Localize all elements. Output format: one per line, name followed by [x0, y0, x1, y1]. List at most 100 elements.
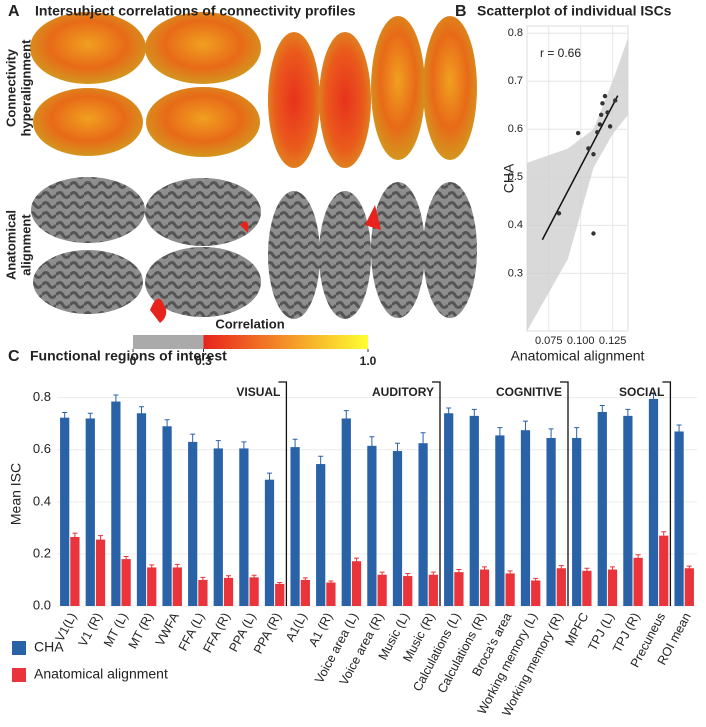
brain: [145, 12, 261, 84]
panel-label: A: [8, 3, 20, 20]
error-bar: [200, 576, 206, 584]
bar: [572, 438, 582, 606]
error-bar: [302, 577, 308, 583]
error-bar: [328, 580, 334, 585]
error-bar: [574, 427, 580, 449]
bar: [623, 415, 633, 606]
bar: [546, 438, 556, 606]
colorbar-tick-label: 1.0: [360, 354, 377, 368]
chart-title: Scatterplot of individual ISCs: [477, 3, 672, 19]
error-bar: [394, 442, 400, 460]
error-bar: [87, 412, 93, 425]
bar: [188, 441, 198, 606]
group-label: VISUAL: [236, 385, 280, 399]
bar: [70, 536, 80, 606]
error-bar: [610, 566, 616, 573]
y-axis-label: CHA: [501, 163, 517, 193]
bar: [172, 567, 182, 606]
group-label: AUDITORY: [372, 385, 434, 399]
row-label: alignment: [18, 214, 33, 276]
error-bar: [379, 571, 385, 578]
error-bar: [650, 393, 656, 405]
group-separator: [662, 381, 672, 606]
y-tick-label: 0.2: [33, 545, 51, 560]
error-bar: [241, 441, 247, 456]
y-tick-label: 0.4: [508, 219, 523, 231]
panel-label: C: [8, 348, 20, 365]
bar: [377, 574, 387, 606]
chart-title: Intersubject correlations of connectivit…: [35, 3, 356, 19]
bar: [479, 569, 490, 606]
error-bar: [405, 572, 411, 580]
error-bar: [62, 411, 68, 424]
y-tick-label: 0.4: [33, 493, 51, 508]
bar: [162, 426, 172, 606]
bar: [392, 451, 403, 606]
bar: [326, 582, 336, 606]
error-bar: [635, 554, 641, 562]
brain: [30, 12, 146, 84]
y-tick-label: 0.8: [33, 389, 51, 404]
brain: [145, 247, 261, 317]
brain: [31, 177, 145, 243]
brain: [319, 191, 371, 319]
bar: [531, 580, 541, 606]
error-bar: [138, 406, 144, 421]
bar: [633, 557, 643, 606]
bar: [648, 398, 659, 606]
error-bar: [482, 566, 488, 573]
annotation: r = 0.66: [540, 46, 581, 60]
error-bar: [533, 577, 539, 584]
error-bar: [292, 438, 298, 456]
fit-line: [541, 95, 619, 241]
bar: [597, 411, 607, 606]
group-separator: [432, 381, 441, 606]
brain-images: [30, 12, 477, 323]
bar: [147, 567, 157, 606]
chart-title: Functional regions of interest: [30, 348, 227, 364]
x-tick-label: 0.125: [599, 335, 627, 347]
point: [586, 146, 591, 151]
bar: [418, 443, 428, 606]
error-bar: [430, 571, 436, 578]
error-bar: [661, 531, 667, 541]
bar: [428, 574, 438, 606]
error-bar: [676, 424, 682, 439]
brain: [33, 88, 143, 156]
bar: [111, 401, 121, 606]
error-bar: [686, 565, 692, 571]
y-tick-label: 0.6: [33, 441, 51, 456]
group-label: SOCIAL: [619, 385, 664, 399]
bar: [264, 479, 275, 606]
error-bar: [558, 565, 564, 572]
error-bar: [72, 532, 78, 542]
bar: [659, 535, 669, 606]
point: [575, 130, 581, 136]
bar: [520, 430, 531, 606]
error-bar: [548, 428, 554, 448]
bar: [444, 413, 454, 606]
bar: [223, 577, 234, 606]
bar: [403, 576, 413, 606]
brain: [423, 16, 477, 160]
error-bar: [164, 419, 170, 434]
error-bar: [456, 569, 462, 576]
bar: [316, 464, 326, 606]
error-bar: [625, 408, 631, 423]
point: [602, 93, 608, 99]
error-bar: [497, 427, 503, 444]
legend-swatch: [12, 641, 26, 655]
bar: [341, 418, 351, 606]
error-bar: [471, 408, 477, 423]
bar: [674, 431, 684, 606]
error-bar: [226, 575, 232, 581]
point: [591, 152, 596, 157]
point: [613, 98, 618, 103]
bar: [60, 417, 70, 606]
error-bar: [522, 420, 528, 440]
y-tick-label: 0.0: [33, 597, 51, 612]
bar: [556, 568, 566, 606]
error-bar: [251, 574, 257, 580]
x-tick-label: 0.100: [567, 335, 595, 347]
